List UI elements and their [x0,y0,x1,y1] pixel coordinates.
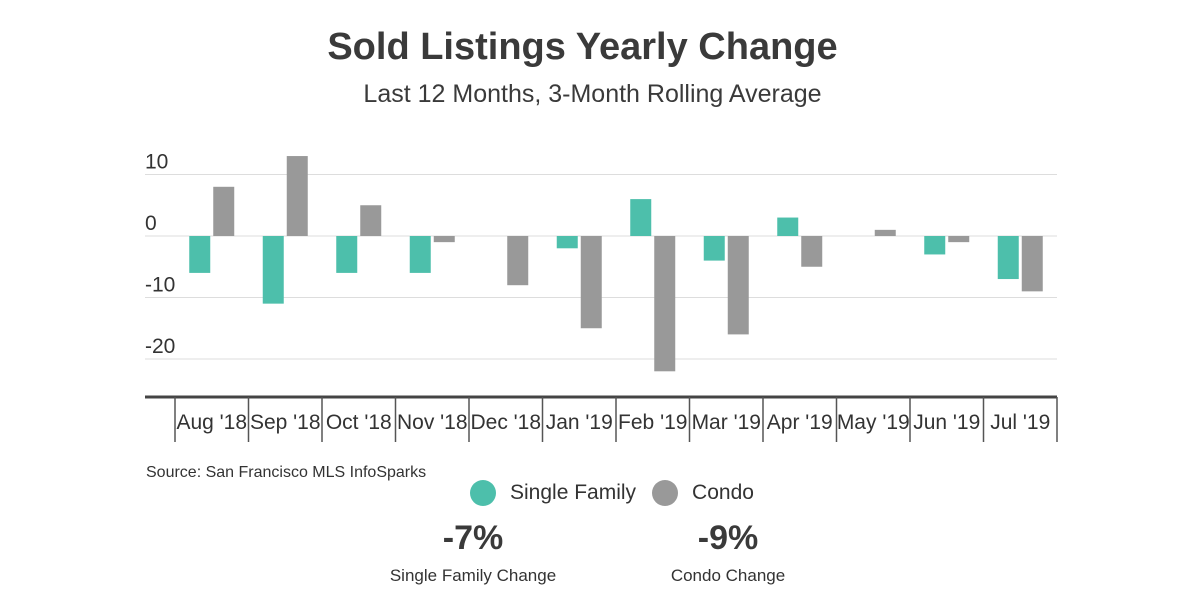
bar-condo [727,236,749,335]
bar-condo [433,236,455,243]
x-tick-label: Oct '18 [326,411,392,434]
stat-value-condo: -9% [697,519,759,557]
bar-single-family [409,236,431,273]
bar-condo [286,156,308,236]
stat-single-family: -7% Single Family Change [353,518,593,586]
x-tick-label: Jul '19 [990,411,1050,434]
stat-condo: -9% Condo Change [608,518,848,586]
legend: Single Family Condo [470,480,770,506]
x-tick-label: May '19 [837,411,910,434]
legend-label-single-family: Single Family [510,481,637,504]
bar-condo [507,236,529,286]
bar-single-family [189,236,211,273]
bar-condo [580,236,602,329]
x-tick-label: Dec '18 [470,411,541,434]
legend-item-condo: Condo [652,480,754,506]
bar-condo [360,205,382,236]
legend-item-single-family: Single Family [470,480,636,506]
legend-swatch-single-family [470,480,496,506]
bar-condo [948,236,970,243]
x-tick-label: Jan '19 [546,411,613,434]
source-note: Source: San Francisco MLS InfoSparks [146,464,427,481]
bar-single-family [777,217,799,236]
x-tick-label: Nov '18 [397,411,468,434]
chart-title: Sold Listings Yearly Change [327,26,838,68]
bar-single-family [556,236,578,249]
x-tick-label: Mar '19 [692,411,761,434]
x-tick-label: Feb '19 [618,411,687,434]
legend-label-condo: Condo [692,481,754,504]
y-tick-label: -10 [145,274,175,297]
y-tick-label: -20 [145,335,175,358]
bar-condo [874,229,896,236]
y-tick-label: 0 [145,212,157,235]
x-tick-label: Sep '18 [250,411,321,434]
bar-condo [801,236,823,267]
chart-subtitle: Last 12 Months, 3-Month Rolling Average [363,80,822,108]
bar-single-family [703,236,725,261]
bar-condo [654,236,676,372]
bar-condo [1021,236,1043,292]
bar-condo [213,186,235,236]
stat-label-condo: Condo Change [670,566,786,585]
y-tick-label: 10 [145,151,168,174]
x-tick-label: Aug '18 [176,411,247,434]
bar-single-family [262,236,284,304]
stat-label-single-family: Single Family Change [389,566,557,585]
bar-single-family [924,236,946,255]
bar-single-family [336,236,358,273]
bar-single-family [630,199,652,236]
legend-swatch-condo [652,480,679,506]
x-tick-label: Jun '19 [913,411,980,434]
x-tick-label: Apr '19 [767,411,833,434]
stat-value-single-family: -7% [442,519,504,557]
bar-single-family [997,236,1019,280]
